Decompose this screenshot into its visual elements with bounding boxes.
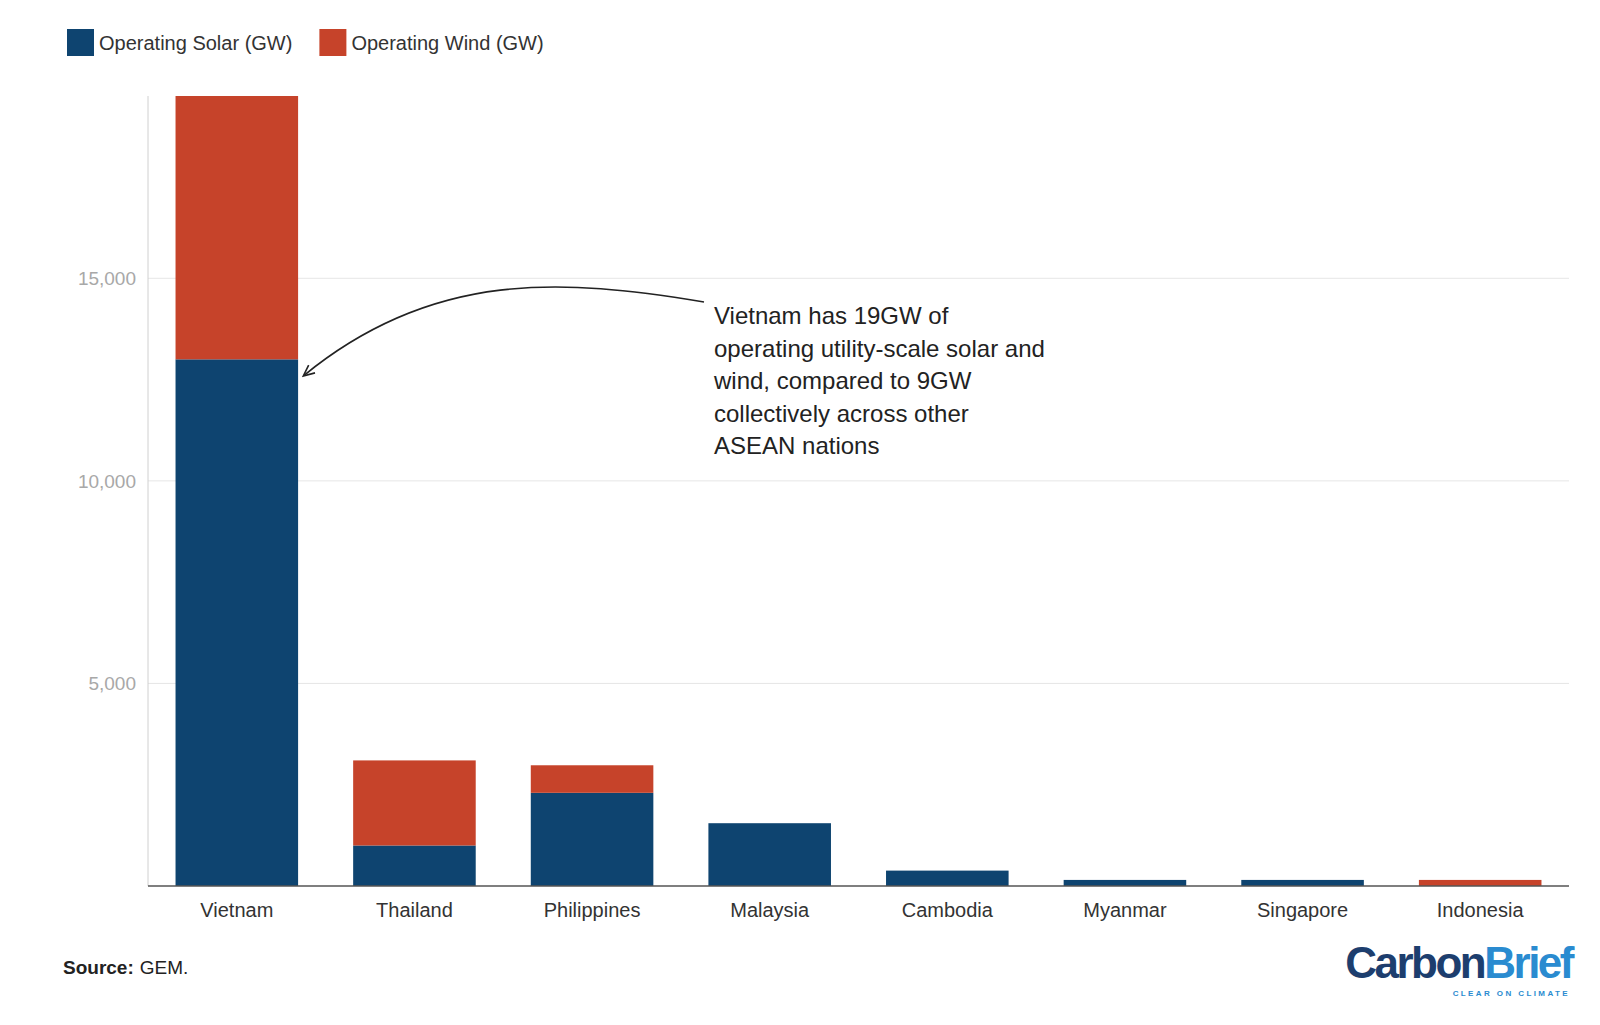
grid-line: [148, 278, 1569, 279]
annotation-line: ASEAN nations: [714, 432, 879, 459]
legend-swatch: [319, 29, 346, 56]
logo-tagline: CLEAR ON CLIMATE: [1453, 989, 1570, 998]
bar-segment: [531, 793, 654, 886]
grid-line: [148, 480, 1569, 481]
y-tick-label: 5,000: [88, 673, 136, 694]
source: Source: GEM.: [63, 957, 188, 978]
chart: 5,000 10,000 15,000 Vietnam Thailand Philippi…: [0, 0, 1600, 1025]
bar-segment: [1241, 880, 1364, 886]
x-axis-line: [148, 885, 1569, 887]
annotation-arrow: [304, 287, 704, 375]
bar-segment: [886, 871, 1009, 886]
annotation-line: collectively across other: [714, 400, 969, 427]
bar-segment: [1064, 879, 1187, 880]
annotation-line: operating utility-scale solar and: [714, 335, 1045, 362]
x-tick-label: Malaysia: [730, 899, 810, 921]
bar-segment: [708, 823, 831, 824]
x-tick-label: Vietnam: [200, 899, 273, 921]
bar-segment: [531, 765, 654, 793]
legend-swatch: [67, 29, 94, 56]
bar-segment: [708, 823, 831, 886]
bar-segment: [176, 359, 299, 886]
y-tick-label: 15,000: [78, 268, 136, 289]
x-tick-label: Philippines: [544, 899, 641, 921]
logo: CarbonBrief: [1345, 938, 1575, 987]
y-axis-line: [148, 96, 149, 886]
x-tick-label: Thailand: [376, 899, 453, 921]
legend-label: Operating Solar (GW): [99, 32, 292, 54]
x-tick-label: Indonesia: [1437, 899, 1525, 921]
y-tick-label: 10,000: [78, 471, 136, 492]
bar-segment: [353, 845, 476, 886]
source-label: Source:: [63, 957, 134, 978]
x-tick-label: Cambodia: [902, 899, 994, 921]
legend-label: Operating Wind (GW): [351, 32, 543, 54]
grid-line: [148, 683, 1569, 684]
annotation-line: wind, compared to 9GW: [713, 367, 972, 394]
annotation-line: Vietnam has 19GW of: [714, 302, 949, 329]
logo-part: Brief: [1484, 938, 1575, 987]
bar-segment: [886, 870, 1009, 871]
bar-segment: [1064, 880, 1187, 886]
x-tick-label: Singapore: [1257, 899, 1348, 921]
bar-segment: [1419, 880, 1542, 886]
bar-segment: [176, 96, 299, 359]
source-text: GEM.: [140, 957, 189, 978]
bar-segment: [353, 760, 476, 845]
bar-segment: [1241, 879, 1364, 880]
logo-part: Carbon: [1345, 938, 1485, 987]
x-tick-label: Myanmar: [1083, 899, 1167, 921]
